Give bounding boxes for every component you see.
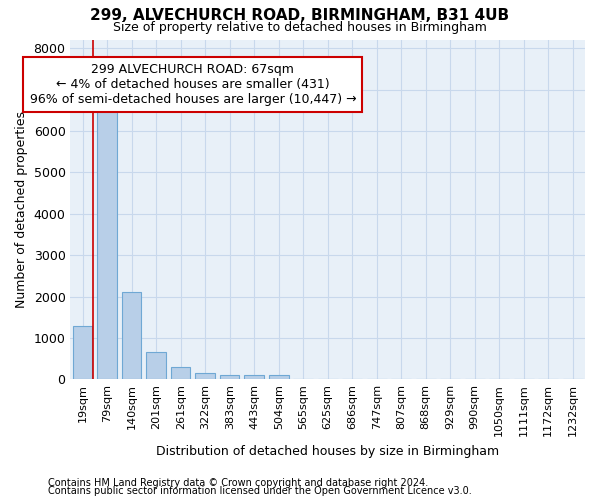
Bar [146,352,166,380]
Bar [122,292,142,380]
Bar [73,326,92,380]
Bar [269,375,289,380]
Text: Contains HM Land Registry data © Crown copyright and database right 2024.: Contains HM Land Registry data © Crown c… [48,478,428,488]
Bar [196,373,215,380]
Text: Size of property relative to detached houses in Birmingham: Size of property relative to detached ho… [113,21,487,34]
Bar [171,367,190,380]
Bar [97,110,117,380]
Y-axis label: Number of detached properties: Number of detached properties [15,111,28,308]
Text: 299 ALVECHURCH ROAD: 67sqm
← 4% of detached houses are smaller (431)
96% of semi: 299 ALVECHURCH ROAD: 67sqm ← 4% of detac… [29,63,356,106]
Bar [244,375,264,380]
Bar [220,375,239,380]
Text: 299, ALVECHURCH ROAD, BIRMINGHAM, B31 4UB: 299, ALVECHURCH ROAD, BIRMINGHAM, B31 4U… [91,8,509,22]
X-axis label: Distribution of detached houses by size in Birmingham: Distribution of detached houses by size … [156,444,499,458]
Text: Contains public sector information licensed under the Open Government Licence v3: Contains public sector information licen… [48,486,472,496]
